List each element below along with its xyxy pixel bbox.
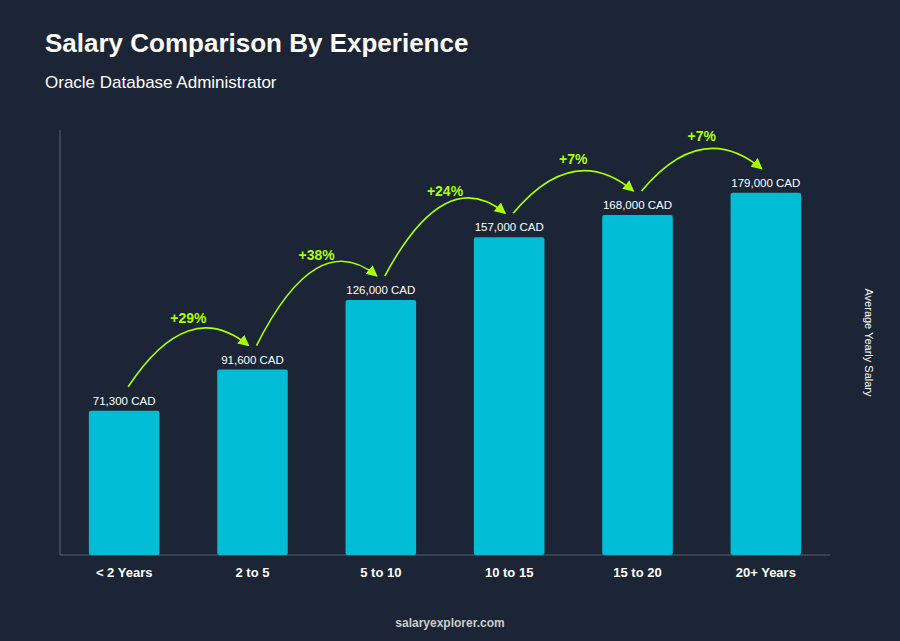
bar	[602, 215, 673, 555]
bar	[474, 237, 545, 555]
x-tick-label: 20+ Years	[736, 565, 796, 580]
annotation: +24%	[427, 183, 464, 199]
data-label: 91,600 CAD	[221, 354, 284, 366]
x-tick-label: 15 to 20	[613, 565, 661, 580]
y-axis-line	[60, 130, 61, 555]
bar	[217, 370, 288, 555]
data-label: 157,000 CAD	[475, 221, 544, 233]
bars	[89, 193, 801, 555]
x-tick-label: 10 to 15	[485, 565, 533, 580]
data-label: 126,000 CAD	[346, 284, 415, 296]
bar	[346, 300, 417, 555]
y-axis-label: Average Yearly Salary	[863, 288, 875, 397]
bar	[89, 411, 160, 555]
title: Salary Comparison By Experience	[45, 28, 468, 58]
annotation-arrow	[513, 171, 633, 214]
annotation: +29%	[170, 310, 207, 326]
annotation: +38%	[299, 247, 336, 263]
background	[0, 0, 900, 641]
annotation: +7%	[559, 151, 588, 167]
footer: salaryexplorer.com	[395, 616, 504, 630]
annotation: +7%	[687, 128, 716, 144]
annotation-arrow	[642, 148, 762, 191]
x-tick-label: 2 to 5	[236, 565, 270, 580]
bar	[731, 193, 802, 555]
data-label: 71,300 CAD	[93, 395, 156, 407]
annotation-arrow	[128, 328, 248, 387]
data-label: 168,000 CAD	[603, 199, 672, 211]
subtitle: Oracle Database Administrator	[45, 73, 277, 92]
data-label: 179,000 CAD	[731, 177, 800, 189]
chart-svg: Salary Comparison By Experience Oracle Da…	[0, 0, 900, 641]
x-axis-line	[60, 555, 830, 556]
chart-container: Salary Comparison By Experience Oracle Da…	[0, 0, 900, 641]
annotation-arrow	[257, 261, 377, 345]
annotation-arrow	[385, 198, 505, 276]
x-tick-label: 5 to 10	[360, 565, 401, 580]
x-tick-label: < 2 Years	[96, 565, 153, 580]
